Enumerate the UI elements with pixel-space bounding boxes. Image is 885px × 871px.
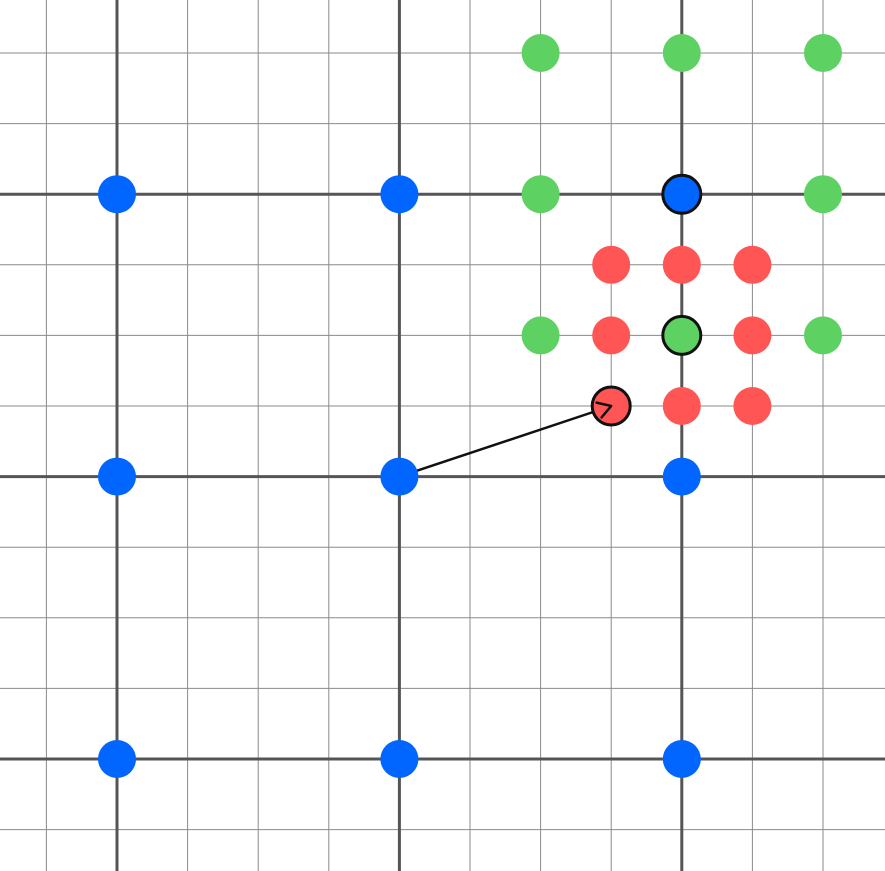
red-point — [592, 316, 631, 355]
blue-point — [98, 457, 136, 496]
blue-point — [380, 175, 419, 214]
green-point — [804, 316, 842, 355]
red-point — [662, 387, 701, 425]
blue-point — [98, 175, 136, 214]
red-point — [662, 245, 701, 284]
green-point — [804, 175, 842, 214]
red-point — [592, 245, 631, 284]
blue-point — [662, 457, 701, 496]
blue-point — [98, 740, 136, 778]
red-point — [733, 387, 772, 425]
blue-point — [662, 740, 701, 778]
green-point — [804, 34, 842, 72]
green-point — [521, 34, 560, 72]
blue-point — [380, 457, 419, 496]
points-layer — [98, 34, 842, 778]
green-point — [521, 175, 560, 214]
blue-point — [380, 740, 419, 778]
highlighted-blue-point — [661, 173, 703, 215]
highlighted-green-point — [661, 314, 703, 356]
arrow-shaft — [399, 404, 612, 478]
green-point — [662, 34, 701, 72]
green-point — [521, 316, 560, 355]
red-point — [733, 316, 772, 355]
red-point — [733, 245, 772, 284]
arrow-layer — [399, 404, 612, 478]
arrow-head — [595, 401, 613, 419]
